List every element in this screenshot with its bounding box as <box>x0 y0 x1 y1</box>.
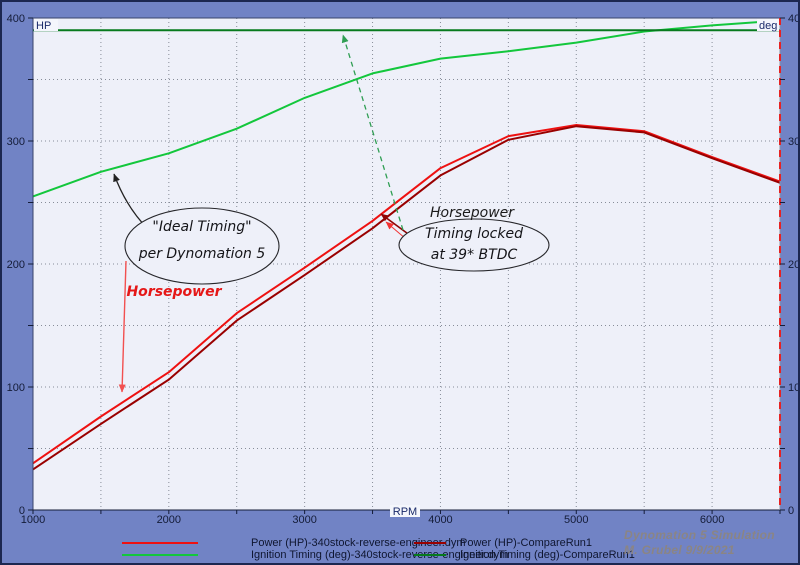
svg-text:deg: deg <box>759 20 777 32</box>
legend-swatch-power-comparerun1 <box>414 541 446 544</box>
svg-text:20: 20 <box>788 259 800 271</box>
svg-text:at 39* BTDC: at 39* BTDC <box>431 247 518 263</box>
legend-item-timing-340stock: Ignition Timing (deg)-340stock-reverse-e… <box>122 548 508 561</box>
svg-text:200: 200 <box>7 259 25 271</box>
svg-text:per Dynomation 5: per Dynomation 5 <box>138 246 266 262</box>
svg-text:1000: 1000 <box>21 514 45 526</box>
svg-text:Timing locked: Timing locked <box>425 226 523 242</box>
svg-text:3000: 3000 <box>292 514 316 526</box>
svg-text:4000: 4000 <box>428 514 452 526</box>
svg-text:HP: HP <box>36 20 51 32</box>
legend-label: Ignition Timing (deg)-340stock-reverse-e… <box>251 548 509 561</box>
legend-swatch-timing-comparerun1 <box>414 553 446 556</box>
svg-text:0: 0 <box>19 505 25 517</box>
svg-text:300: 300 <box>7 136 25 148</box>
legend-item-timing-comparerun1: Ignition Timing (deg)-CompareRun1 <box>414 548 635 561</box>
svg-text:RPM: RPM <box>393 506 417 518</box>
watermark-line2: M. Grubel 9/9/2021 <box>624 543 735 557</box>
svg-text:40: 40 <box>788 13 800 25</box>
svg-text:30: 30 <box>788 136 800 148</box>
watermark-line1: Dynomation 5 Simulation <box>624 528 775 542</box>
legend-label: Ignition Timing (deg)-CompareRun1 <box>460 548 635 561</box>
legend-swatch-power-340stock <box>122 541 198 544</box>
svg-text:Horsepower: Horsepower <box>126 284 222 300</box>
svg-text:100: 100 <box>7 382 25 394</box>
legend-label: Power (HP)-CompareRun1 <box>460 536 593 549</box>
svg-text:Horsepower: Horsepower <box>430 205 515 221</box>
svg-text:0: 0 <box>788 505 794 517</box>
legend-item-power-340stock: Power (HP)-340stock-reverse-engineer.dym <box>122 536 466 549</box>
svg-text:5000: 5000 <box>564 514 588 526</box>
svg-text:10: 10 <box>788 382 800 394</box>
svg-text:400: 400 <box>7 13 25 25</box>
svg-text:6000: 6000 <box>700 514 724 526</box>
svg-text:"Ideal Timing": "Ideal Timing" <box>152 219 251 235</box>
legend-swatch-timing-340stock <box>122 553 198 556</box>
legend-label: Power (HP)-340stock-reverse-engineer.dym <box>251 536 466 549</box>
svg-text:2000: 2000 <box>157 514 181 526</box>
legend-item-power-comparerun1: Power (HP)-CompareRun1 <box>414 536 592 549</box>
